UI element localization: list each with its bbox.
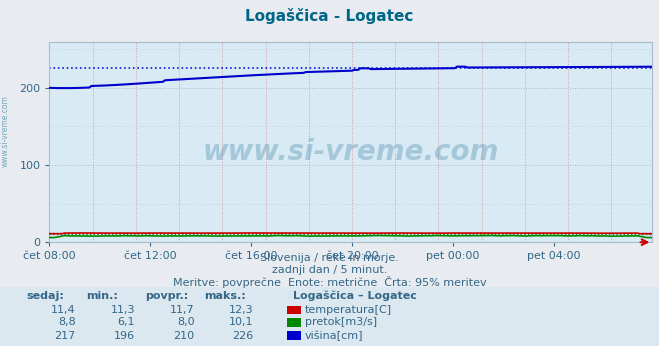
Text: min.:: min.:: [86, 291, 117, 301]
Text: Meritve: povprečne  Enote: metrične  Črta: 95% meritev: Meritve: povprečne Enote: metrične Črta:…: [173, 276, 486, 288]
Text: maks.:: maks.:: [204, 291, 246, 301]
Text: www.si-vreme.com: www.si-vreme.com: [203, 138, 499, 166]
Text: pretok[m3/s]: pretok[m3/s]: [305, 318, 377, 327]
Text: 217: 217: [55, 331, 76, 340]
Text: 12,3: 12,3: [229, 305, 254, 315]
Text: www.si-vreme.com: www.si-vreme.com: [1, 95, 10, 167]
Text: 6,1: 6,1: [117, 318, 135, 327]
Text: višina[cm]: višina[cm]: [305, 330, 364, 341]
Text: 11,7: 11,7: [170, 305, 194, 315]
Text: Logaščica - Logatec: Logaščica - Logatec: [245, 8, 414, 24]
Text: temperatura[C]: temperatura[C]: [305, 305, 392, 315]
Text: sedaj:: sedaj:: [26, 291, 64, 301]
Text: zadnji dan / 5 minut.: zadnji dan / 5 minut.: [272, 265, 387, 275]
Text: Slovenija / reke in morje.: Slovenija / reke in morje.: [260, 253, 399, 263]
Text: 8,0: 8,0: [177, 318, 194, 327]
Text: povpr.:: povpr.:: [145, 291, 188, 301]
Text: 8,8: 8,8: [58, 318, 76, 327]
Text: 196: 196: [114, 331, 135, 340]
Text: 10,1: 10,1: [229, 318, 254, 327]
Text: Logaščica – Logatec: Logaščica – Logatec: [293, 291, 417, 301]
Text: 226: 226: [233, 331, 254, 340]
Text: 11,4: 11,4: [51, 305, 76, 315]
Text: 11,3: 11,3: [111, 305, 135, 315]
Text: 210: 210: [173, 331, 194, 340]
